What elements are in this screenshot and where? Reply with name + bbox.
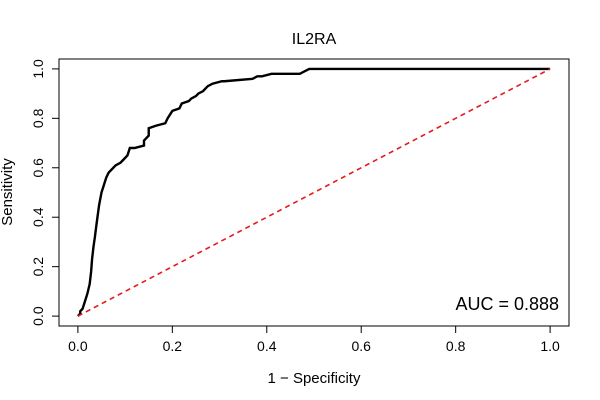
x-tick-label: 0.6 bbox=[351, 338, 371, 354]
chart-title: IL2RA bbox=[292, 31, 337, 48]
y-tick-label: 0.0 bbox=[30, 306, 46, 326]
y-axis-label: Sensitivity bbox=[0, 158, 16, 226]
roc-curve-line bbox=[77, 67, 551, 317]
y-tick-label: 1.0 bbox=[30, 59, 46, 79]
x-tick-label: 0.4 bbox=[257, 338, 277, 354]
y-tick-label: 0.4 bbox=[30, 207, 46, 227]
plot-frame bbox=[58, 58, 570, 327]
auc-annotation: AUC = 0.888 bbox=[455, 294, 559, 314]
y-tick-label: 0.6 bbox=[30, 158, 46, 178]
y-tick-label: 0.2 bbox=[30, 257, 46, 277]
y-tick-label: 0.8 bbox=[30, 108, 46, 128]
x-axis-label: 1 − Specificity bbox=[268, 370, 361, 387]
x-tick-label: 0.2 bbox=[163, 338, 183, 354]
series-layer bbox=[77, 67, 551, 317]
x-tick-label: 1.0 bbox=[540, 338, 560, 354]
axis-ticks: 0.0 0.2 0.4 0.6 0.8 1.0 0.0 0.2 0.4 0.6 0.8 1.0 bbox=[30, 59, 560, 354]
x-tick-label: 0.8 bbox=[446, 338, 466, 354]
x-tick-label: 0.0 bbox=[68, 338, 88, 354]
reference-diagonal-line bbox=[77, 68, 551, 317]
